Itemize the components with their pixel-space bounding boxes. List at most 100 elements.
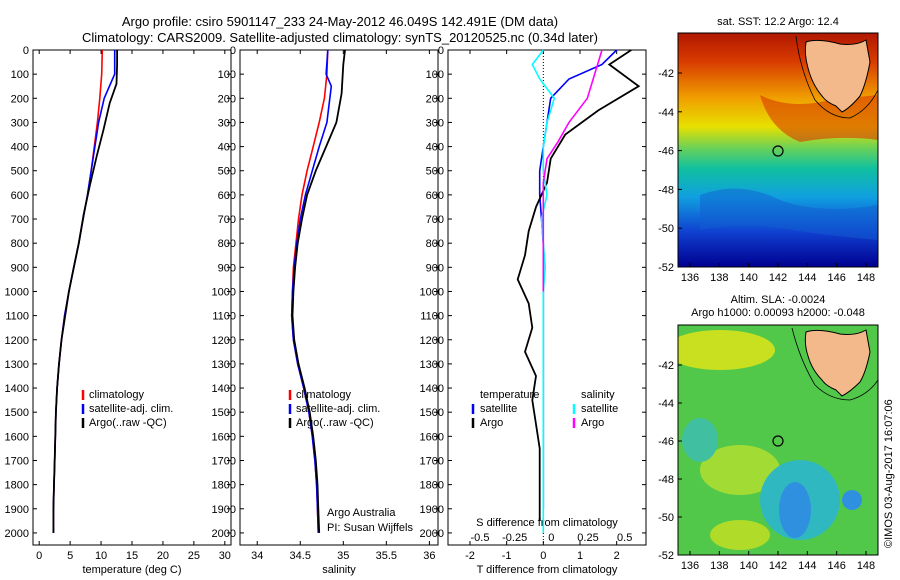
sst-contour	[795, 35, 878, 119]
panel-frame-sal	[239, 49, 439, 546]
legend-label-temp: satellite-adj. clim.	[89, 403, 173, 415]
map-ytick-label: -44	[658, 107, 674, 119]
xtick-label-sal: 36	[423, 550, 435, 562]
xtick-label-diff: 0	[540, 550, 546, 562]
map-ytick-label: -44	[658, 398, 674, 410]
ytick-label-temp: 700	[11, 214, 29, 226]
ytick-label-sal: 1600	[212, 431, 236, 443]
sla-teal-1	[682, 418, 718, 462]
series-line-temp-2	[52, 50, 118, 533]
sla-blue-2	[842, 490, 862, 510]
ytick-label-sal: 200	[218, 93, 236, 105]
ytick-label-diff: 1000	[420, 286, 444, 298]
ytick-label-diff: 600	[426, 190, 444, 202]
ytick-label-temp: 300	[11, 117, 29, 129]
panel-diff: 0100200300400500600700800900100011001200…	[420, 45, 647, 576]
ytick-label-temp: 200	[11, 93, 29, 105]
stick-label: -0.5	[471, 532, 490, 544]
ytick-label-diff: 1900	[420, 504, 444, 516]
ytick-label-diff: 1800	[420, 480, 444, 492]
xtick-label-temp: 5	[67, 550, 73, 562]
imos-stamp: ©IMOS 03-Aug-2017 16:07:06	[883, 399, 895, 548]
map-ytick-label: -48	[658, 184, 674, 196]
ytick-label-diff: 1700	[420, 455, 444, 467]
ytick-label-sal: 100	[218, 69, 236, 81]
profile-plots: 0100200300400500600700800900100011001200…	[5, 45, 647, 576]
ytick-label-sal: 1900	[212, 504, 236, 516]
legend-label-salinity: Argo	[581, 417, 604, 429]
ytick-label-sal: 600	[218, 190, 236, 202]
xtick-label-sal: 35.5	[376, 550, 397, 562]
ytick-label-sal: 1400	[212, 383, 236, 395]
ytick-label-sal: 0	[230, 45, 236, 57]
ytick-label-temp: 900	[11, 262, 29, 274]
map-xtick-label: 144	[798, 272, 816, 284]
map-ytick-label: -42	[658, 360, 674, 372]
sla-yellow-sw	[710, 520, 770, 550]
series-line-sal-2	[291, 49, 346, 533]
ytick-label-sal: 1000	[212, 286, 236, 298]
map-ytick-label: -50	[658, 223, 674, 235]
map-xtick-label: 142	[769, 272, 787, 284]
sla-blue-1	[779, 482, 811, 538]
ytick-label-diff: 1600	[420, 431, 444, 443]
panel-frame-temp	[32, 49, 232, 546]
ytick-label-diff: 500	[426, 166, 444, 178]
ytick-label-diff: 1100	[420, 311, 444, 323]
ytick-label-temp: 1000	[5, 286, 29, 298]
map-xtick-label: 136	[681, 560, 699, 572]
xlabel-sal: salinity	[322, 564, 356, 576]
xtick-label-diff: -1	[502, 550, 512, 562]
xlabel-top-diff: S difference from climatology	[476, 517, 618, 529]
ytick-label-temp: 400	[11, 142, 29, 154]
sst-land-tasmania	[804, 39, 871, 113]
ytick-label-sal: 1500	[212, 407, 236, 419]
map-xtick-label: 136	[681, 272, 699, 284]
ytick-label-diff: 1400	[420, 383, 444, 395]
xtick-label-temp: 0	[36, 550, 42, 562]
ytick-label-sal: 1800	[212, 480, 236, 492]
map-xtick-label: 138	[710, 560, 728, 572]
ytick-label-temp: 1600	[5, 431, 29, 443]
sla-yellow-north	[678, 330, 775, 370]
ytick-label-diff: 2000	[420, 528, 444, 540]
sla-map-title1: Altim. SLA: -0.0024	[731, 294, 826, 306]
sst-cool-tongue	[700, 188, 878, 240]
xtick-label-temp: 25	[188, 550, 200, 562]
map-xtick-label: 140	[739, 272, 757, 284]
series-line-diff-2	[531, 49, 556, 533]
sst-map-title: sat. SST: 12.2 Argo: 12.4	[717, 16, 839, 28]
xtick-label-sal: 34.5	[290, 550, 311, 562]
ytick-label-temp: 1200	[5, 335, 29, 347]
ytick-label-diff: 1300	[420, 359, 444, 371]
xtick-label-diff: -2	[465, 550, 475, 562]
ytick-label-sal: 300	[218, 117, 236, 129]
stick-label: 0.25	[577, 532, 598, 544]
ytick-label-diff: 100	[426, 69, 444, 81]
legend-label-temp: Argo(..raw -QC)	[89, 417, 167, 429]
xtick-label-temp: 30	[219, 550, 231, 562]
credit-line1: Argo Australia	[327, 507, 396, 519]
map-ytick-label: -46	[658, 146, 674, 158]
ytick-label-temp: 100	[11, 69, 29, 81]
ytick-label-temp: 600	[11, 190, 29, 202]
ytick-label-sal: 500	[218, 166, 236, 178]
map-ytick-label: -52	[658, 262, 674, 274]
xtick-label-temp: 20	[157, 550, 169, 562]
map-ytick-label: -50	[658, 512, 674, 524]
ytick-label-temp: 800	[11, 238, 29, 250]
xtick-label-sal: 34	[251, 550, 263, 562]
map-xtick-label: 146	[827, 272, 845, 284]
ytick-label-temp: 0	[23, 45, 29, 57]
xtick-label-diff: 2	[614, 550, 620, 562]
legend-title-temperature: temperature	[480, 389, 539, 401]
sla-map	[678, 325, 878, 555]
map-ytick-label: -48	[658, 474, 674, 486]
sst-map-axes: 136 138 140 142 144 146 148 -42 -44 -46 -48 -50 -52	[658, 68, 875, 284]
map-xtick-label: 138	[710, 272, 728, 284]
ytick-label-diff: 1500	[420, 407, 444, 419]
ytick-label-temp: 1900	[5, 504, 29, 516]
legend-label-temperature: satellite	[480, 403, 517, 415]
panel-frame-diff	[447, 49, 647, 546]
ytick-label-sal: 800	[218, 238, 236, 250]
